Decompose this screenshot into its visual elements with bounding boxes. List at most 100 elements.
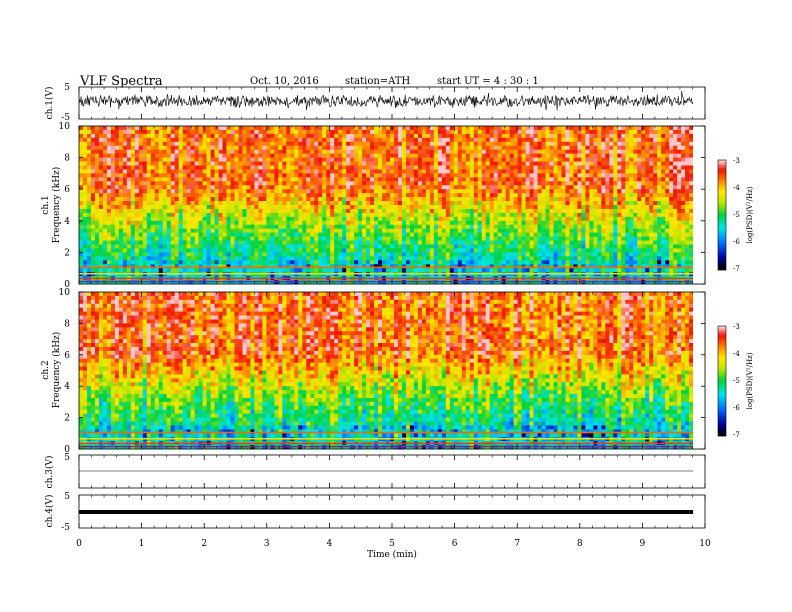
spectrogram-cell bbox=[509, 197, 515, 202]
spectrogram-cell bbox=[334, 169, 339, 174]
spectrogram-cell bbox=[461, 236, 467, 241]
spectrogram-cell bbox=[485, 189, 491, 194]
spectrogram-cell bbox=[597, 185, 602, 190]
spectrogram-cell bbox=[673, 133, 678, 139]
spectrogram-cell bbox=[633, 133, 638, 139]
spectrogram-cell bbox=[641, 173, 646, 178]
spectrogram-cell bbox=[565, 129, 570, 135]
spectrogram-cell bbox=[597, 153, 602, 158]
spectrogram-cell bbox=[685, 161, 690, 166]
spectrogram-cell bbox=[397, 189, 403, 194]
spectrogram-cell bbox=[405, 201, 411, 206]
spectrogram-cell bbox=[649, 145, 654, 151]
spectrogram-cell bbox=[397, 224, 403, 230]
spectrogram-cell bbox=[194, 157, 200, 162]
spectrogram-cell bbox=[409, 177, 415, 182]
spectrogram-cell bbox=[573, 244, 578, 249]
spectrogram-cell bbox=[314, 149, 319, 155]
spectrogram-cell bbox=[421, 185, 427, 190]
spectrogram-cell bbox=[565, 201, 570, 206]
spectrogram-cell bbox=[238, 248, 243, 253]
spectrogram-cell bbox=[597, 126, 602, 131]
spectrogram-cell bbox=[557, 173, 562, 178]
spectrogram-cell bbox=[210, 244, 215, 249]
spectrogram-cell bbox=[358, 244, 363, 249]
spectrogram-cell bbox=[517, 185, 522, 190]
spectrogram-cell bbox=[134, 169, 140, 174]
spectrogram-cell bbox=[162, 201, 168, 206]
spectrogram-cell bbox=[685, 185, 690, 190]
spectrogram-cell bbox=[513, 232, 518, 237]
spectrogram-cell bbox=[258, 149, 263, 155]
spectrogram-cell bbox=[126, 161, 132, 166]
spectrogram-cell bbox=[645, 212, 650, 218]
spectrogram-cell bbox=[505, 161, 511, 166]
spectrogram-cell bbox=[186, 193, 192, 198]
spectrogram-cell bbox=[98, 224, 104, 230]
spectrogram-cell bbox=[174, 236, 180, 241]
spectrogram-cell bbox=[110, 181, 116, 186]
spectrogram-cell bbox=[270, 185, 275, 190]
spectrogram-cell bbox=[90, 133, 96, 139]
spectrogram-cell bbox=[493, 224, 499, 230]
spectrogram-cell bbox=[82, 228, 88, 234]
spectrogram-cell bbox=[601, 236, 606, 241]
spectrogram-cell bbox=[190, 126, 196, 131]
spectrogram-cell bbox=[134, 145, 140, 151]
spectrogram-cell bbox=[166, 165, 172, 170]
spectrogram-cell bbox=[358, 232, 363, 237]
spectrogram-cell bbox=[633, 205, 638, 210]
spectrogram-cell bbox=[298, 197, 303, 202]
spectrogram-cell bbox=[382, 157, 387, 162]
spectrogram-cell bbox=[150, 126, 156, 131]
spectrogram-cell bbox=[573, 185, 578, 190]
spectrogram-cell bbox=[374, 228, 379, 234]
spectrogram-cell bbox=[282, 224, 287, 230]
spectrogram-cell bbox=[433, 129, 439, 135]
spectrogram-cell bbox=[354, 193, 359, 198]
spectrogram-cell bbox=[517, 161, 522, 166]
spectrogram-cell bbox=[326, 240, 331, 245]
spectrogram-cell bbox=[669, 193, 674, 198]
spectrogram-cell bbox=[286, 240, 291, 245]
spectrogram-cell bbox=[238, 145, 243, 151]
spectrogram-cell bbox=[461, 185, 467, 190]
spectrogram-cell bbox=[521, 212, 526, 218]
spectrogram-cell bbox=[601, 216, 606, 222]
spectrogram-cell bbox=[461, 193, 467, 198]
spectrogram-cell bbox=[685, 201, 690, 206]
spectrogram-cell bbox=[413, 205, 419, 210]
spectrogram-cell bbox=[202, 224, 207, 230]
spectrogram-cell bbox=[493, 141, 499, 147]
spectrogram-cell bbox=[569, 216, 574, 222]
spectrogram-cell bbox=[194, 228, 200, 234]
spectrogram-cell bbox=[90, 126, 96, 131]
spectrogram-cell bbox=[270, 137, 275, 143]
spectrogram-cell bbox=[417, 181, 423, 186]
spectrogram-cell bbox=[150, 141, 156, 147]
spectrogram-cell bbox=[346, 153, 351, 158]
spectrogram-cell bbox=[322, 224, 327, 230]
spectrogram-cell bbox=[605, 173, 610, 178]
spectrogram-cell bbox=[449, 197, 455, 202]
spectrogram-cell bbox=[94, 240, 100, 245]
spectrogram-cell bbox=[429, 240, 435, 245]
spectrogram-cell bbox=[242, 165, 247, 170]
spectrogram-cell bbox=[637, 197, 642, 202]
spectrogram-cell bbox=[561, 173, 566, 178]
spectrogram-cell bbox=[138, 248, 144, 253]
spectrogram-cell bbox=[457, 126, 463, 131]
spectrogram-cell bbox=[537, 236, 542, 241]
spectrogram-cell bbox=[326, 244, 331, 249]
spectrogram-cell bbox=[298, 145, 303, 151]
spectrogram-cell bbox=[222, 212, 227, 218]
spectrogram-cell bbox=[553, 141, 558, 147]
spectrogram-cell bbox=[206, 177, 211, 182]
spectrogram-cell bbox=[441, 232, 447, 237]
spectrogram-cell bbox=[541, 201, 546, 206]
spectrogram-cell bbox=[286, 197, 291, 202]
spectrogram-cell bbox=[425, 240, 431, 245]
spectrogram-cell bbox=[437, 232, 443, 237]
spectrogram-cell bbox=[226, 129, 231, 135]
spectrogram-cell bbox=[266, 244, 271, 249]
